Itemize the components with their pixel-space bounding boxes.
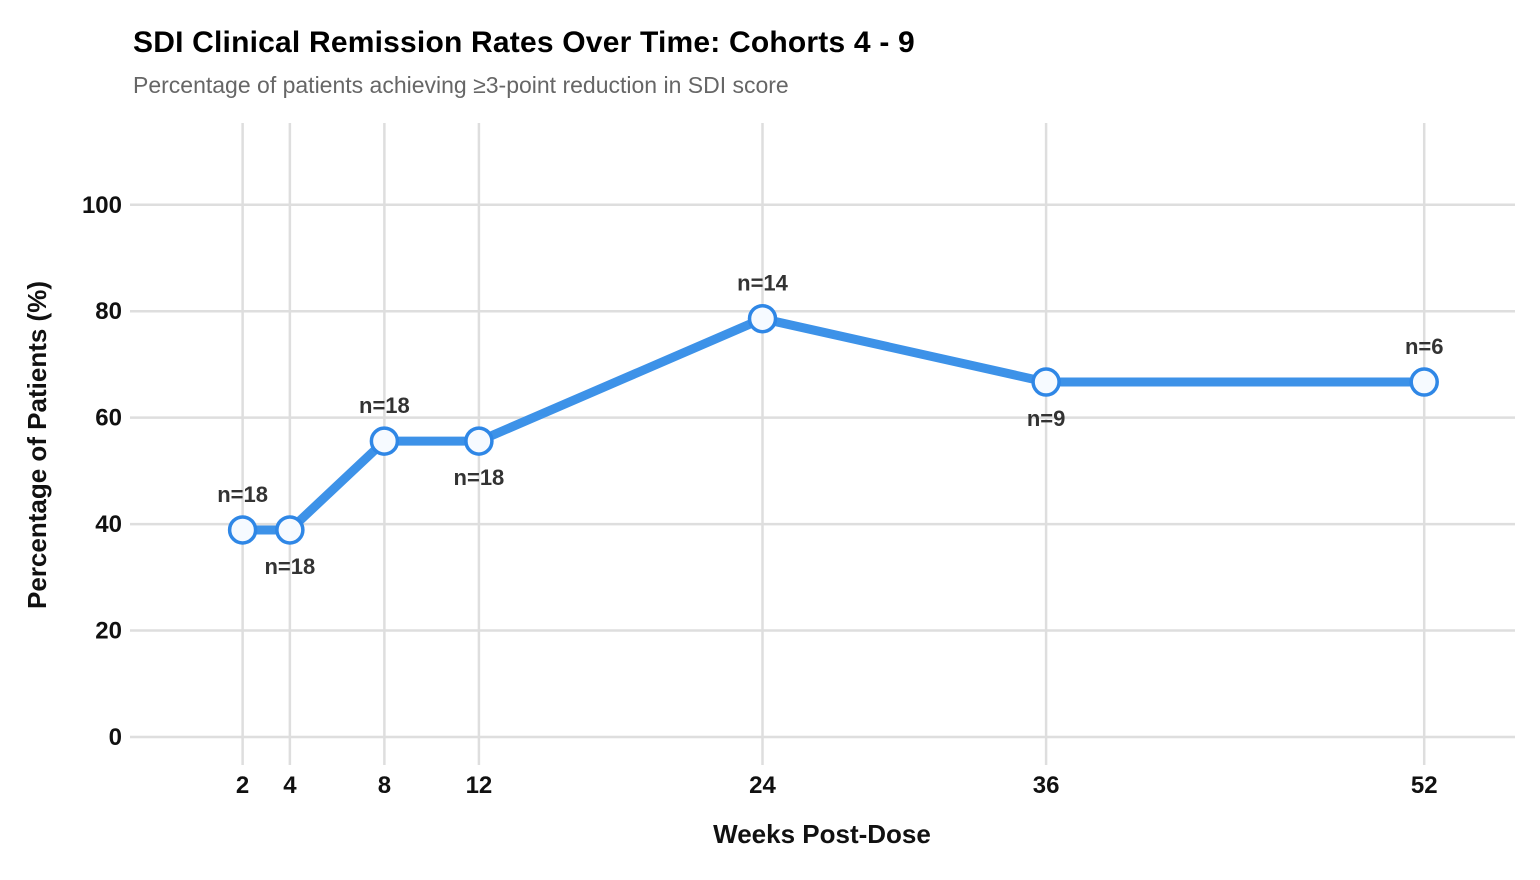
data-point-marker	[747, 303, 778, 334]
point-label: n=18	[359, 393, 410, 418]
y-tick-label: 0	[109, 724, 122, 751]
data-point-marker	[227, 515, 258, 545]
grid-layer	[130, 123, 1515, 765]
x-tick-label: 4	[283, 772, 297, 799]
y-axis-title: Percentage of Patients (%)	[22, 281, 52, 609]
x-tick-label: 12	[466, 772, 493, 799]
series-layer	[227, 303, 1439, 545]
x-tick-label: 8	[378, 772, 391, 799]
point-label: n=14	[737, 271, 789, 296]
point-label-layer: n=18 n=18 n=18 n=18 n=14 n=9 n=6	[217, 271, 1443, 579]
y-tick-label: 60	[95, 405, 122, 432]
y-tick-label: 80	[95, 298, 122, 325]
x-tick-label: 2	[236, 772, 249, 799]
y-tick-label: 40	[95, 511, 122, 538]
point-label: n=9	[1027, 406, 1066, 431]
data-point-marker	[275, 515, 305, 545]
x-tick-label: 36	[1033, 772, 1060, 799]
data-point-marker	[1031, 367, 1061, 397]
y-tick-label: 100	[82, 192, 122, 219]
x-axis-title: Weeks Post-Dose	[713, 819, 931, 849]
data-point-marker	[464, 426, 494, 456]
chart-title: SDI Clinical Remission Rates Over Time: …	[133, 26, 915, 59]
y-tick-label: 20	[95, 618, 122, 645]
point-label: n=18	[217, 482, 268, 507]
point-label: n=6	[1405, 334, 1444, 359]
series-line	[238, 314, 1429, 535]
data-point-marker	[369, 426, 400, 456]
data-point-marker	[1409, 367, 1439, 397]
point-label: n=18	[454, 465, 505, 490]
chart-subtitle: Percentage of patients achieving ≥3-poin…	[133, 72, 789, 98]
x-tick-label: 52	[1411, 772, 1438, 799]
point-label: n=18	[264, 554, 315, 579]
x-tick-label: 24	[749, 772, 776, 799]
